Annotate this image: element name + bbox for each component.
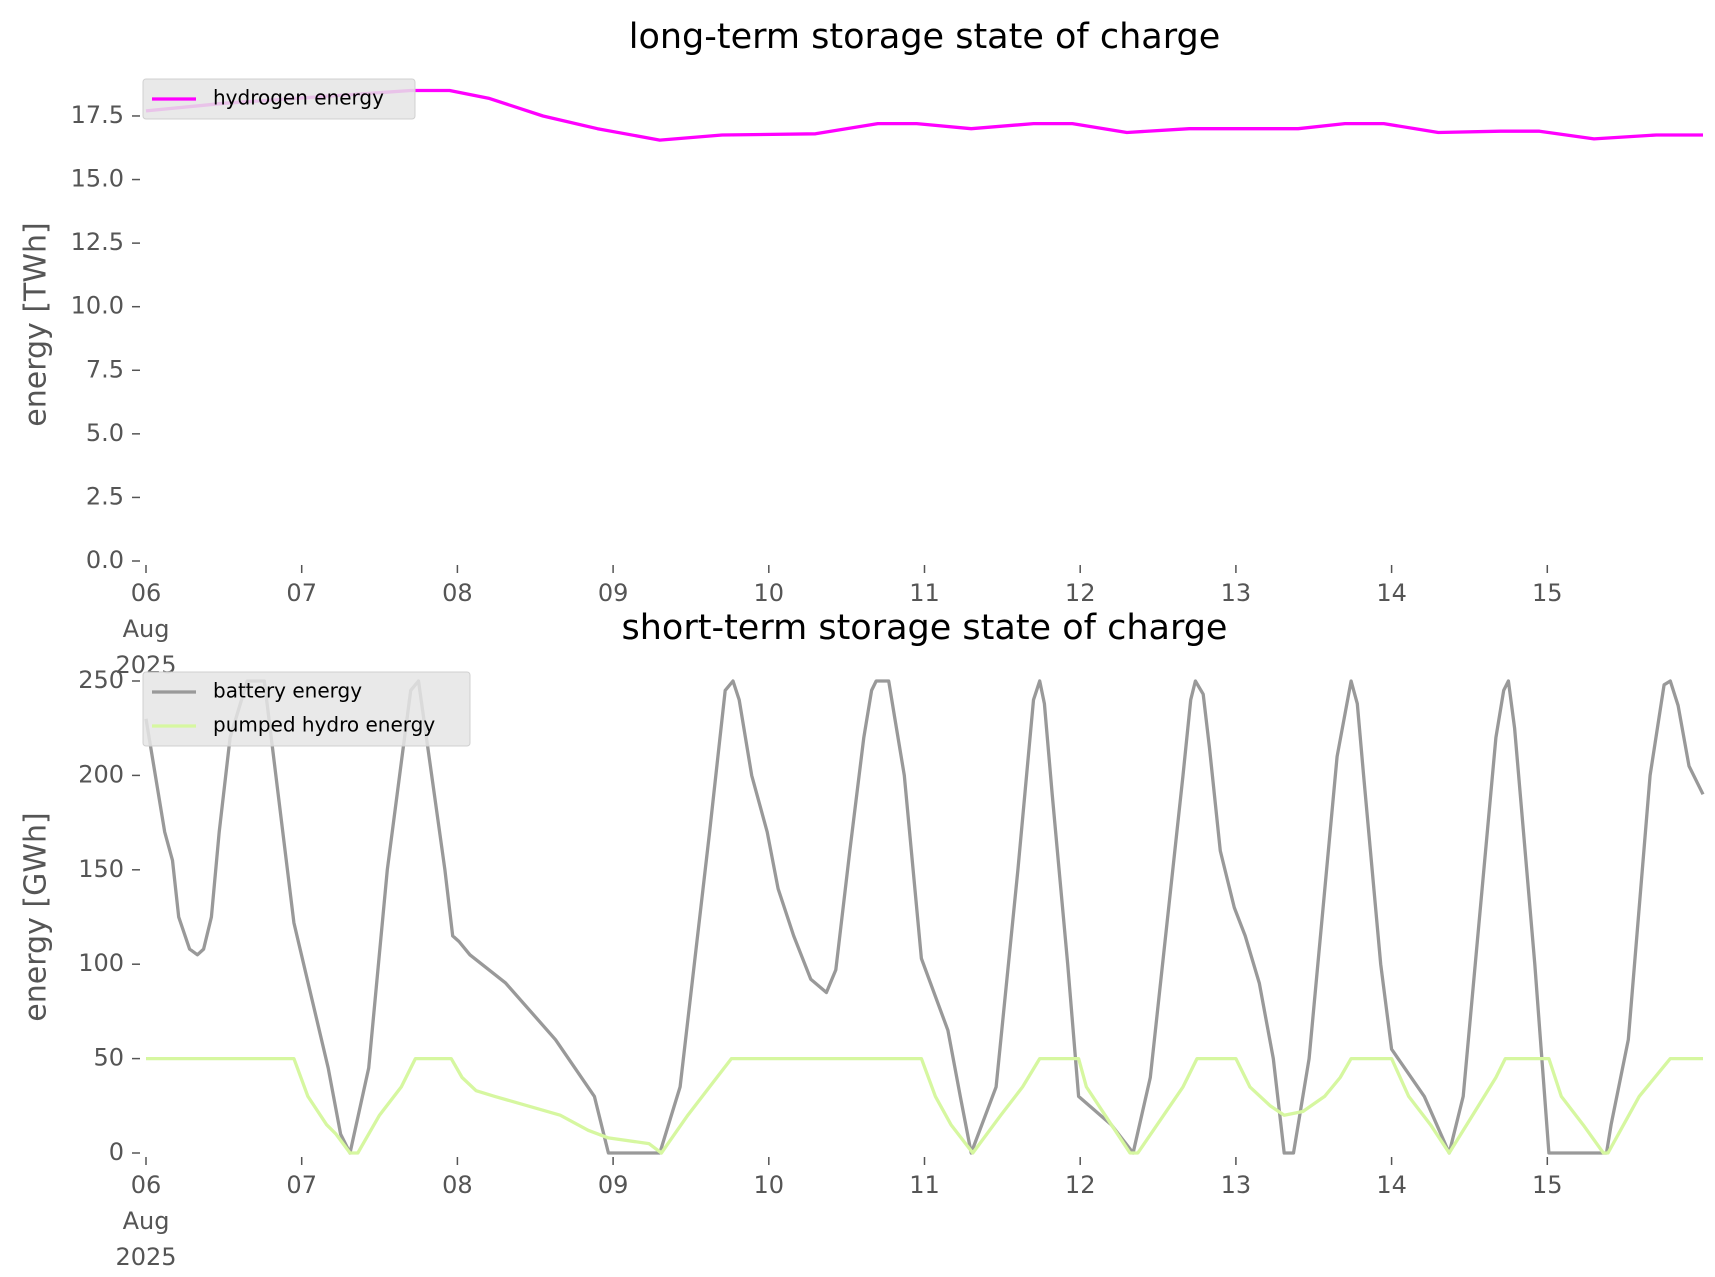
y-tick-label: 5.0: [86, 419, 124, 447]
chart-title: short-term storage state of charge: [622, 608, 1228, 648]
chart-title: long-term storage state of charge: [629, 17, 1221, 57]
x-tick-label: 12: [1065, 579, 1096, 607]
series-line: [146, 1056, 1703, 1155]
x-tick-label: 09: [598, 579, 629, 607]
series-line: [145, 88, 1703, 142]
x-tick-label: 07: [286, 579, 317, 607]
y-tick-label: 7.5: [86, 355, 124, 383]
y-tick-label: 10.0: [71, 292, 124, 320]
x-tick-label: 08: [442, 1171, 473, 1199]
y-tick-label: 200: [78, 760, 124, 788]
x-tick-label: 06 Aug 2025: [115, 1171, 176, 1271]
x-tick-label: 11: [909, 579, 940, 607]
x-tick-label: 08: [442, 579, 473, 607]
y-tick-label: 250: [78, 666, 124, 694]
x-tick-label: 15: [1532, 1171, 1563, 1199]
legend-label: hydrogen energy: [213, 86, 384, 110]
y-axis-label: energy [TWh]: [19, 222, 54, 426]
legend-box: [142, 78, 416, 120]
x-tick-label: 12: [1065, 1171, 1096, 1199]
x-tick-label: 09: [598, 1171, 629, 1199]
series-line: [144, 679, 1705, 1155]
x-tick-label: 07: [286, 1171, 317, 1199]
x-tick-label: 10: [754, 1171, 785, 1199]
x-tick-label: 14: [1376, 579, 1407, 607]
y-axis-label: energy [GWh]: [19, 812, 54, 1021]
y-tick-label: 0.0: [86, 546, 124, 574]
y-tick-label: 17.5: [71, 101, 124, 129]
x-tick-label: 11: [909, 1171, 940, 1199]
x-tick-label: 13: [1221, 1171, 1252, 1199]
x-tick-label: 10: [754, 579, 785, 607]
y-tick-label: 100: [78, 949, 124, 977]
y-tick-label: 150: [78, 855, 124, 883]
y-tick-label: 0: [109, 1138, 124, 1166]
y-tick-label: 12.5: [71, 228, 124, 256]
legend-box: [142, 671, 471, 747]
legend-label: pumped hydro energy: [213, 713, 435, 737]
x-tick-label: 06 Aug 2025: [115, 579, 176, 679]
legend-label: battery energy: [213, 679, 362, 703]
y-tick-label: 15.0: [71, 165, 124, 193]
x-tick-label: 14: [1376, 1171, 1407, 1199]
y-tick-label: 50: [93, 1044, 124, 1072]
x-tick-label: 15: [1532, 579, 1563, 607]
x-tick-label: 13: [1221, 579, 1252, 607]
y-tick-label: 2.5: [86, 482, 124, 510]
